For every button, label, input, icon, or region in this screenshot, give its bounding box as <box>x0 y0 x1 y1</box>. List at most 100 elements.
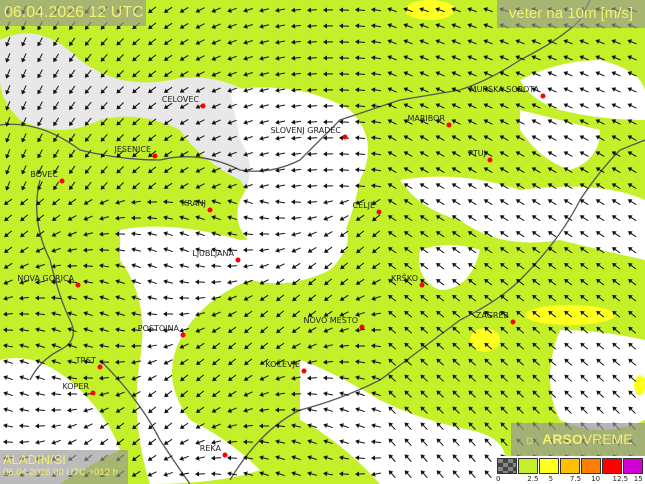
wind-arrow <box>323 407 333 413</box>
wind-arrow <box>291 326 301 333</box>
wind-arrow <box>243 23 253 29</box>
wind-arrow <box>420 422 428 430</box>
wind-arrow <box>340 246 349 254</box>
wind-arrow <box>595 263 605 270</box>
wind-arrow <box>148 134 157 142</box>
wind-arrow <box>83 423 93 429</box>
wind-arrow <box>148 54 157 62</box>
wind-arrow <box>100 37 108 46</box>
wind-arrow <box>404 358 413 366</box>
wind-arrow <box>100 181 108 190</box>
wind-arrow <box>612 278 621 286</box>
wind-arrow <box>259 215 270 221</box>
legend-swatch <box>581 458 601 474</box>
wind-arrow <box>516 310 525 318</box>
wind-arrow <box>387 135 397 141</box>
wind-arrow <box>131 375 141 381</box>
wind-arrow <box>499 55 509 61</box>
wind-arrow <box>275 407 286 413</box>
wind-arrow <box>100 149 108 158</box>
wind-arrow <box>531 103 541 109</box>
wind-arrow <box>563 183 573 190</box>
wind-arrow <box>227 311 237 317</box>
wind-arrow <box>563 199 573 206</box>
wind-arrow <box>69 101 76 111</box>
wind-arrow <box>19 343 29 349</box>
wind-arrow <box>451 231 461 238</box>
wind-arrow <box>499 183 509 190</box>
wind-arrow <box>147 279 157 285</box>
wind-arrow <box>403 151 413 157</box>
wind-arrow <box>548 358 557 366</box>
wind-arrow <box>627 71 637 77</box>
wind-arrow <box>531 199 541 206</box>
wind-arrow <box>179 215 189 221</box>
wind-arrow <box>211 199 221 205</box>
wind-arrow <box>404 342 413 350</box>
wind-arrow <box>419 215 429 222</box>
wind-arrow <box>307 262 317 269</box>
wind-arrow <box>69 53 76 63</box>
wind-arrow <box>611 55 621 61</box>
wind-arrow <box>339 391 349 397</box>
wind-arrow <box>99 295 109 301</box>
wind-arrow <box>323 119 334 125</box>
wind-arrow <box>307 455 317 461</box>
wind-arrow <box>19 407 29 413</box>
wind-arrow <box>147 247 157 253</box>
wind-arrow <box>148 422 157 430</box>
wind-arrow <box>596 342 605 350</box>
wind-arrow <box>21 117 27 127</box>
wind-arrow <box>5 101 11 111</box>
wind-arrow <box>611 263 621 270</box>
wind-arrow <box>259 358 269 365</box>
wind-arrow <box>611 39 621 45</box>
wind-arrow <box>179 102 189 109</box>
wind-arrow <box>211 167 221 173</box>
wind-arrow <box>51 231 61 237</box>
wind-arrow <box>275 391 286 397</box>
wind-arrow <box>292 294 301 302</box>
wind-arrow <box>21 37 27 47</box>
wind-arrow <box>612 326 621 334</box>
wind-arrow <box>435 39 445 45</box>
wind-arrow <box>179 439 189 445</box>
wind-arrow <box>275 375 285 381</box>
wind-arrow <box>116 182 124 190</box>
wind-arrow <box>451 183 461 190</box>
wind-arrow <box>21 165 27 175</box>
city-dot <box>235 257 241 263</box>
wind-arrow <box>211 39 221 45</box>
wind-arrow <box>580 406 588 414</box>
wind-arrow <box>500 438 508 447</box>
wind-arrow <box>116 102 124 110</box>
wind-arrow <box>179 199 189 205</box>
wind-arrow <box>356 262 365 270</box>
wind-arrow <box>259 407 270 413</box>
wind-arrow <box>547 39 557 45</box>
arso-logo[interactable]: ☼ ARSOVREME <box>511 423 645 456</box>
wind-arrow <box>195 87 205 93</box>
wind-arrow <box>83 343 93 349</box>
wind-arrow <box>612 294 621 302</box>
wind-arrow <box>435 119 445 125</box>
wind-arrow <box>564 374 572 382</box>
wind-arrow <box>532 278 541 286</box>
wind-arrow <box>243 471 253 477</box>
wind-arrow <box>371 23 382 29</box>
wind-arrow <box>355 71 366 77</box>
wind-arrow <box>467 39 477 45</box>
wind-arrow <box>147 231 157 237</box>
wind-arrow <box>548 342 557 350</box>
wind-arrow <box>69 117 76 127</box>
wind-arrow <box>323 310 333 317</box>
wind-arrow <box>420 278 429 286</box>
wind-arrow <box>436 454 444 463</box>
city-label: KRANJ <box>182 199 206 208</box>
wind-arrow <box>323 423 333 429</box>
legend-swatch <box>602 458 622 474</box>
wind-arrow <box>164 422 173 430</box>
wind-arrow <box>324 278 333 286</box>
city-label: CELOVEC <box>162 95 199 104</box>
wind-arrow <box>291 407 302 413</box>
